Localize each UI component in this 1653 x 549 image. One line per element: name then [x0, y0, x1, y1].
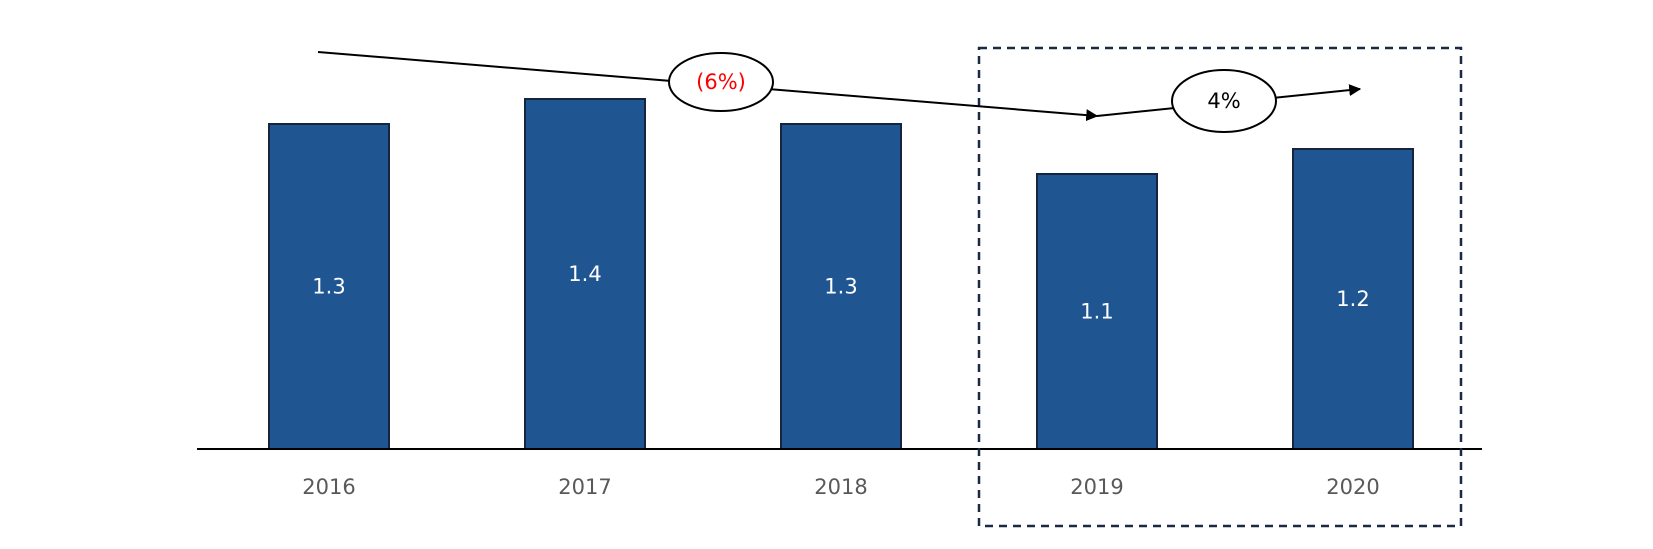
bar-value-label-2018: 1.3	[824, 275, 857, 299]
cagr-bubble-2016-2019: (6%)	[668, 52, 774, 112]
bar-value-label-2017: 1.4	[568, 262, 601, 286]
x-tick-label-2016: 2016	[302, 475, 355, 499]
bar-2020	[1292, 148, 1414, 450]
bar-2017	[524, 98, 646, 450]
bar-value-label-2016: 1.3	[312, 275, 345, 299]
bar-value-label-2019: 1.1	[1080, 300, 1113, 324]
x-tick-label-2020: 2020	[1326, 475, 1379, 499]
trend-arrows: (6%) 4%	[317, 51, 1362, 133]
bars-group	[268, 98, 1414, 450]
cagr-bubble-2019-2020: 4%	[1171, 69, 1277, 133]
cagr-label-2019-2020: 4%	[1207, 89, 1240, 113]
x-tick-label-2018: 2018	[814, 475, 867, 499]
x-tick-label-2019: 2019	[1070, 475, 1123, 499]
x-tick-labels: 2016 2017 2018 2019 2020	[302, 475, 1379, 499]
highlight-box	[977, 46, 1463, 528]
cagr-label-2016-2019: (6%)	[696, 70, 746, 94]
bar-2019	[1036, 173, 1158, 450]
bar-value-labels: 1.3 1.4 1.3 1.1 1.2	[312, 262, 1369, 324]
bar-value-label-2020: 1.2	[1336, 287, 1369, 311]
x-tick-label-2017: 2017	[558, 475, 611, 499]
bar-2016	[268, 123, 390, 450]
bar-2018	[780, 123, 902, 450]
